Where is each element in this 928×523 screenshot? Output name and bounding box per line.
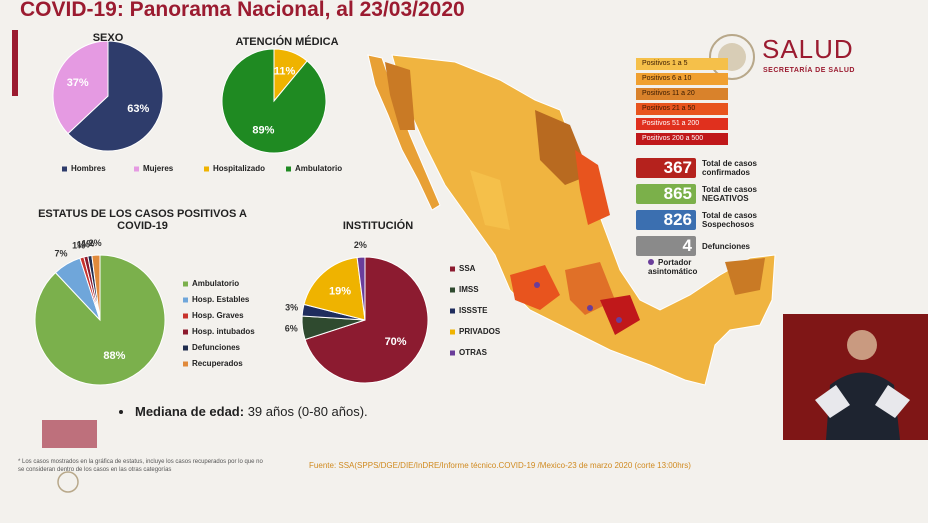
legend-label: Hosp. Estables [192, 295, 250, 304]
pie-slice [91, 254, 101, 321]
legend-swatch [450, 329, 455, 335]
stat-value: 4 [682, 236, 692, 255]
pie-label: 6% [285, 324, 298, 334]
pie-slice [303, 256, 366, 321]
stat-badge: 4 [636, 236, 696, 256]
source: Fuente: SSA(SPPS/DGE/DIE/InDRE/Informe t… [309, 461, 691, 470]
pie-label: 3% [285, 303, 298, 313]
carrier-dot [648, 259, 654, 265]
pie-slice [221, 48, 327, 154]
legend-swatch [450, 287, 455, 293]
stat-label: Total de casos NEGATIVOS [702, 185, 757, 203]
map-legend-item: Positivos 11 a 20 [636, 88, 728, 100]
median-text: 39 años (0-80 años). [247, 404, 368, 419]
stat-badge: 865 [636, 184, 696, 204]
legend-swatch [450, 266, 455, 272]
pie-label: 11% [274, 66, 296, 78]
carrier-label: Portador asintomático [648, 258, 708, 276]
legend-label: Hombres [71, 164, 106, 173]
stat-badge: 826 [636, 210, 696, 230]
map-legend-item: Positivos 6 a 10 [636, 73, 728, 85]
legend-label: Recuperados [192, 359, 243, 368]
map-legend: Positivos 1 a 5 Positivos 6 a 10 Positivos… [636, 58, 728, 148]
stat-badge: 367 [636, 158, 696, 178]
footer-figures [42, 420, 97, 493]
legend-swatch [134, 166, 139, 172]
legend-swatch [62, 166, 67, 172]
legend-label: Mujeres [143, 164, 174, 173]
carrier-text: Portador asintomático [648, 258, 698, 276]
map-legend-item: Positivos 200 a 500 [636, 133, 728, 145]
stat-row: 367 Total de casos confirmados [636, 157, 766, 179]
legend-swatch [183, 345, 188, 351]
stat-row: 826 Total de casos Sospechosos [636, 209, 766, 231]
pie-title: ESTATUS DE LOS CASOS POSITIVOS A COVID-1… [38, 208, 247, 232]
pie-label: 1% [81, 239, 94, 249]
pie-label: 7% [54, 248, 67, 258]
mexico-map [367, 54, 776, 386]
interpreter-video [783, 314, 928, 440]
map-legend-item: Positivos 1 a 5 [636, 58, 728, 70]
footnote: * Los casos mostrados en la gráfica de e… [18, 459, 263, 473]
legend-label: Ambulatorio [192, 279, 239, 288]
pie-label: 89% [252, 124, 274, 136]
stat-label: Total de casos confirmados [702, 159, 757, 177]
slide-title: COVID-19: Panorama Nacional, al 23/03/20… [20, 0, 465, 21]
pie-slice [52, 40, 109, 135]
pie-label: 1% [77, 240, 90, 250]
legend-label: ISSSTE [459, 306, 488, 315]
pie-label: 2% [89, 238, 102, 248]
pie-label: 88% [103, 350, 125, 362]
pie-title: ATENCIÓN MÉDICA [235, 36, 339, 48]
legend-swatch [183, 297, 188, 303]
legend-swatch [183, 329, 188, 335]
stat-value: 367 [663, 158, 692, 177]
pie-label: 1% [72, 241, 85, 251]
legend-swatch [183, 281, 188, 287]
legend-swatch [450, 308, 455, 314]
legend-swatch [204, 166, 209, 172]
accent-bar [12, 30, 18, 96]
pie-title: SEXO [92, 32, 124, 44]
legend-label: SSA [459, 264, 476, 273]
pie-label: 19% [329, 286, 351, 298]
map-legend-item: Positivos 21 a 50 [636, 103, 728, 115]
stat-row: 865 Total de casos NEGATIVOS [636, 183, 766, 205]
median: Mediana de edad: 39 años (0-80 años). [135, 404, 368, 419]
pie-slice [67, 40, 164, 152]
legend-label: Defunciones [192, 343, 241, 352]
legend-label: Hosp. intubados [192, 327, 255, 336]
stat-value: 826 [663, 210, 692, 229]
pie-slice [356, 256, 366, 321]
stat-row: 4 Defunciones [636, 235, 766, 257]
legend-label: PRIVADOS [459, 327, 501, 336]
bullet [119, 410, 123, 414]
pie-title: INSTITUCIÓN [342, 220, 414, 232]
stats: 367 Total de casos confirmados 865 Total de… [636, 157, 766, 261]
pie-label: 37% [67, 77, 89, 89]
legend-swatch [286, 166, 291, 172]
legend-label: Hosp. Graves [192, 311, 244, 320]
legend-label: IMSS [459, 285, 479, 294]
pie-label: 2% [354, 240, 367, 250]
pie-slice [304, 256, 429, 384]
pie-label: 70% [385, 336, 407, 348]
legend-label: OTRAS [459, 348, 488, 357]
legend-swatch [183, 313, 188, 319]
pie-label: 63% [127, 103, 149, 115]
logo-name: SALUD [762, 34, 854, 64]
legend-swatch [183, 361, 188, 367]
stat-label: Total de casos Sospechosos [702, 211, 757, 229]
median-label: Mediana de edad: [135, 404, 245, 419]
map-legend-item: Positivos 51 a 200 [636, 118, 728, 130]
logo-subtitle: SECRETARÍA DE SALUD [763, 67, 855, 74]
legend-label: Hospitalizado [213, 164, 265, 173]
stat-value: 865 [663, 184, 692, 203]
stat-label: Defunciones [702, 241, 751, 251]
legend-label: Ambulatorio [295, 164, 342, 173]
legend-swatch [450, 350, 455, 356]
